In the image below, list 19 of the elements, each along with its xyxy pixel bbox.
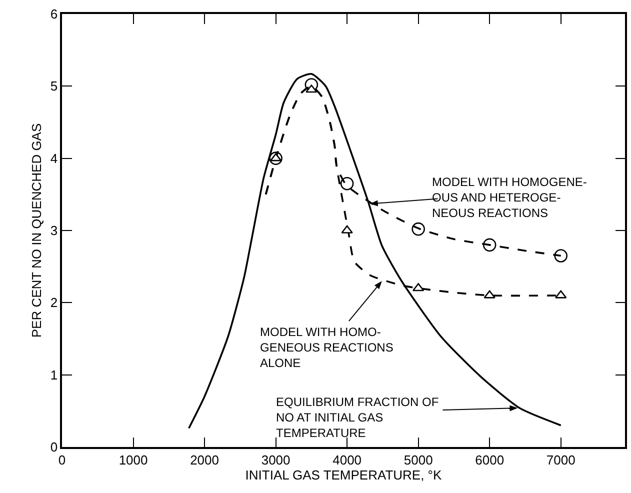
y-axis-title: PER CENT NO IN QUENCHED GAS <box>28 123 44 338</box>
x-axis-title: INITIAL GAS TEMPERATURE, °K <box>245 467 442 482</box>
y-tick-label: 1 <box>50 367 58 382</box>
annotation: EQUILIBRIUM FRACTION OF NO AT INITIAL GAS TEMPERATURE <box>276 395 439 440</box>
y-tick-label: 0 <box>50 440 58 455</box>
y-tick-label: 2 <box>50 295 58 310</box>
x-tick-label: 5000 <box>404 452 433 468</box>
y-tick-label: 6 <box>50 6 58 22</box>
y-tick-label: 4 <box>50 150 58 166</box>
x-tick-label: 6000 <box>475 452 504 468</box>
y-tick-label: 5 <box>50 78 58 94</box>
annotation: MODEL WITH HOMOGENE- OUS AND HETEROGE- NEOUS REACTIONS <box>432 175 587 220</box>
x-tick-label: 2000 <box>190 452 219 468</box>
x-tick-label: 1000 <box>118 452 148 468</box>
x-tick-label: 7000 <box>546 452 576 468</box>
x-tick-label: 3000 <box>261 452 290 468</box>
x-tick-label: 4000 <box>332 452 362 468</box>
y-tick-label: 3 <box>50 223 58 238</box>
annotation: MODEL WITH HOMO- GENEOUS REACTIONS ALONE <box>260 325 394 370</box>
